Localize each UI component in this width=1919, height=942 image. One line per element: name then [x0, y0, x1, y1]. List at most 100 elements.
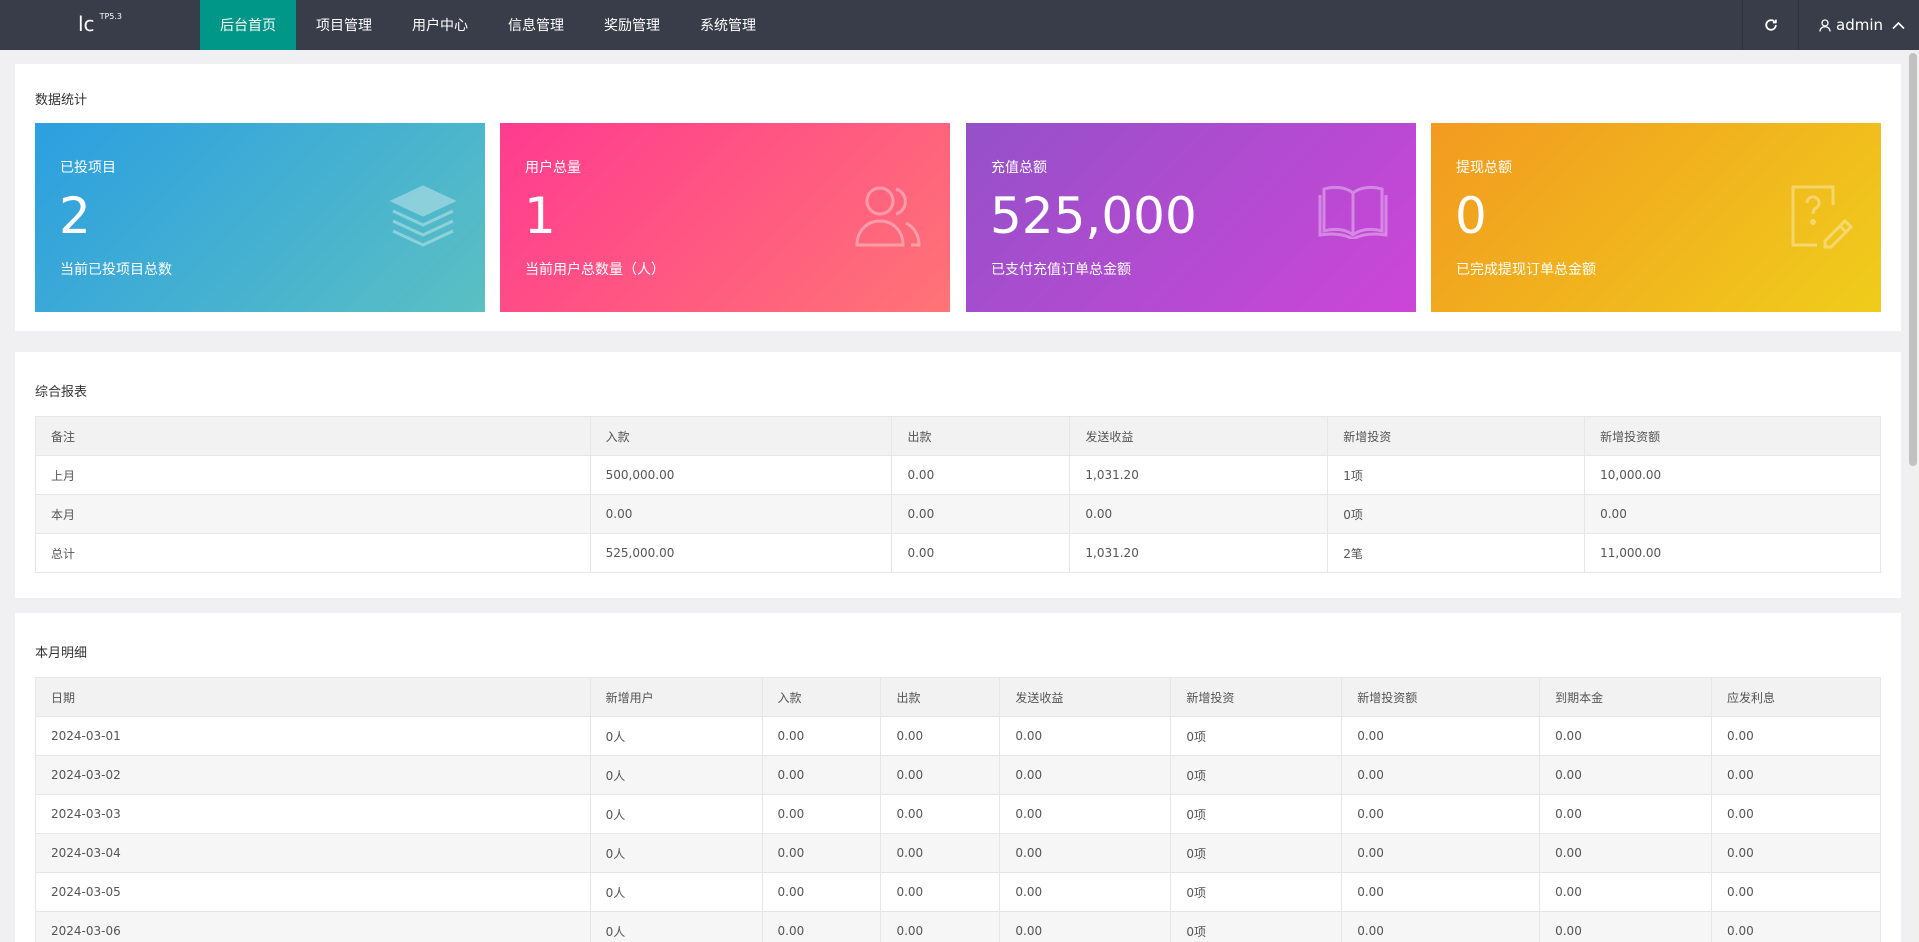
users-icon [855, 186, 921, 247]
report-table: 备注 入款 出款 发送收益 新增投资 新增投资额 上月 500,000.00 0… [35, 416, 1881, 573]
tile-desc: 已完成提现订单总金额 [1456, 262, 1596, 278]
nav-item-dashboard[interactable]: 后台首页 [200, 0, 296, 50]
column-header: 新增投资额 [1584, 416, 1881, 456]
nav-item-projects[interactable]: 项目管理 [296, 0, 392, 50]
table-cell: 0.00 [1539, 755, 1713, 795]
table-cell: 2024-03-05 [35, 872, 591, 912]
tile-label: 提现总额 [1456, 160, 1512, 176]
table-cell: 0.00 [891, 455, 1071, 495]
table-cell: 0.00 [880, 716, 1001, 756]
column-header: 发送收益 [1069, 416, 1329, 456]
table-cell: 0项 [1170, 872, 1343, 912]
table-row: 2024-03-01 0人 0.00 0.00 0.00 0项 0.00 0.0… [35, 716, 1881, 756]
table-cell: 0.00 [999, 794, 1172, 834]
table-cell: 0.00 [761, 833, 882, 873]
nav-item-label: 用户中心 [412, 18, 468, 34]
user-menu[interactable]: admin [1798, 0, 1919, 50]
table-cell: 0.00 [880, 755, 1001, 795]
table-cell: 0人 [589, 833, 763, 873]
table-cell: 2024-03-03 [35, 794, 591, 834]
nav-item-users[interactable]: 用户中心 [392, 0, 488, 50]
table-cell: 0.00 [761, 872, 882, 912]
table-cell: 0.00 [1539, 716, 1713, 756]
table-cell: 总计 [35, 533, 591, 573]
table-cell: 0.00 [1341, 833, 1541, 873]
table-row: 2024-03-04 0人 0.00 0.00 0.00 0项 0.00 0.0… [35, 833, 1881, 873]
table-cell: 2024-03-01 [35, 716, 591, 756]
table-cell: 0项 [1170, 755, 1343, 795]
column-header: 到期本金 [1539, 677, 1713, 717]
tile-value: 0 [1455, 187, 1487, 245]
tile-label: 用户总量 [525, 160, 581, 176]
app-logo[interactable]: lc TP5.3 [0, 0, 200, 50]
table-cell: 2024-03-02 [35, 755, 591, 795]
chevron-up-icon [1892, 21, 1905, 29]
table-cell: 0项 [1170, 833, 1343, 873]
table-cell: 10,000.00 [1584, 455, 1881, 495]
top-navbar: lc TP5.3 后台首页 项目管理 用户中心 信息管理 奖励管理 系统管理 a… [0, 0, 1919, 50]
table-cell: 0.00 [1584, 494, 1881, 534]
table-cell: 0.00 [891, 494, 1071, 534]
table-cell: 0.00 [999, 911, 1172, 942]
table-cell: 0.00 [761, 911, 882, 942]
table-cell: 0.00 [1341, 872, 1541, 912]
table-header-row: 备注 入款 出款 发送收益 新增投资 新增投资额 [35, 416, 1881, 456]
table-row: 2024-03-03 0人 0.00 0.00 0.00 0项 0.00 0.0… [35, 794, 1881, 834]
detail-title: 本月明细 [35, 646, 88, 661]
table-cell: 0.00 [589, 494, 893, 534]
table-cell: 0项 [1170, 716, 1343, 756]
column-header: 应发利息 [1711, 677, 1881, 717]
refresh-icon [1764, 19, 1777, 31]
table-row: 本月 0.00 0.00 0.00 0项 0.00 [35, 494, 1881, 534]
column-header: 备注 [35, 416, 591, 456]
tile-value: 525,000 [990, 187, 1197, 245]
page-scrollbar[interactable] [1907, 50, 1919, 942]
column-header: 入款 [761, 677, 882, 717]
table-row: 2024-03-06 0人 0.00 0.00 0.00 0项 0.00 0.0… [35, 911, 1881, 942]
table-header-row: 日期 新增用户 入款 出款 发送收益 新增投资 新增投资额 到期本金 应发利息 [35, 677, 1881, 717]
table-cell: 0.00 [1711, 833, 1881, 873]
table-cell: 2024-03-04 [35, 833, 591, 873]
table-cell: 0人 [589, 716, 763, 756]
stat-tile-recharge[interactable]: 充值总额 525,000 已支付充值订单总金额 [966, 123, 1416, 312]
table-cell: 0.00 [999, 755, 1172, 795]
nav-item-rewards[interactable]: 奖励管理 [584, 0, 680, 50]
table-cell: 0.00 [1711, 755, 1881, 795]
table-cell: 0.00 [880, 872, 1001, 912]
nav-item-label: 信息管理 [508, 18, 564, 34]
column-header: 入款 [589, 416, 893, 456]
stat-tile-withdraw[interactable]: 提现总额 0 已完成提现订单总金额 [1431, 123, 1881, 312]
nav-item-info[interactable]: 信息管理 [488, 0, 584, 50]
column-header: 新增投资 [1170, 677, 1343, 717]
table-cell: 0.00 [761, 794, 882, 834]
tile-label: 充值总额 [991, 160, 1047, 176]
stat-tile-projects[interactable]: 已投项目 2 当前已投项目总数 [35, 123, 485, 312]
refresh-button[interactable] [1742, 0, 1798, 50]
column-header: 新增投资额 [1341, 677, 1541, 717]
table-cell: 0.00 [880, 833, 1001, 873]
table-cell: 2024-03-06 [35, 911, 591, 942]
table-cell: 0.00 [1711, 794, 1881, 834]
nav-item-label: 后台首页 [220, 18, 276, 34]
stat-tile-users[interactable]: 用户总量 1 当前用户总数量（人） [500, 123, 950, 312]
table-row: 上月 500,000.00 0.00 1,031.20 1项 10,000.00 [35, 455, 1881, 495]
main-nav: 后台首页 项目管理 用户中心 信息管理 奖励管理 系统管理 [200, 0, 776, 50]
column-header: 新增用户 [589, 677, 763, 717]
table-cell: 0.00 [1539, 911, 1713, 942]
user-icon [1819, 18, 1831, 32]
scrollbar-thumb[interactable] [1909, 53, 1917, 466]
table-cell: 0.00 [1341, 911, 1541, 942]
table-cell: 0人 [589, 794, 763, 834]
table-cell: 0.00 [999, 872, 1172, 912]
table-cell: 0.00 [891, 533, 1071, 573]
nav-item-system[interactable]: 系统管理 [680, 0, 776, 50]
table-cell: 525,000.00 [589, 533, 893, 573]
table-cell: 0.00 [1539, 833, 1713, 873]
layers-icon [389, 185, 457, 247]
table-cell: 0.00 [880, 794, 1001, 834]
table-cell: 0.00 [1341, 716, 1541, 756]
table-cell: 上月 [35, 455, 591, 495]
tile-desc: 当前用户总数量（人） [525, 262, 665, 278]
table-cell: 0人 [589, 872, 763, 912]
table-cell: 0.00 [761, 755, 882, 795]
